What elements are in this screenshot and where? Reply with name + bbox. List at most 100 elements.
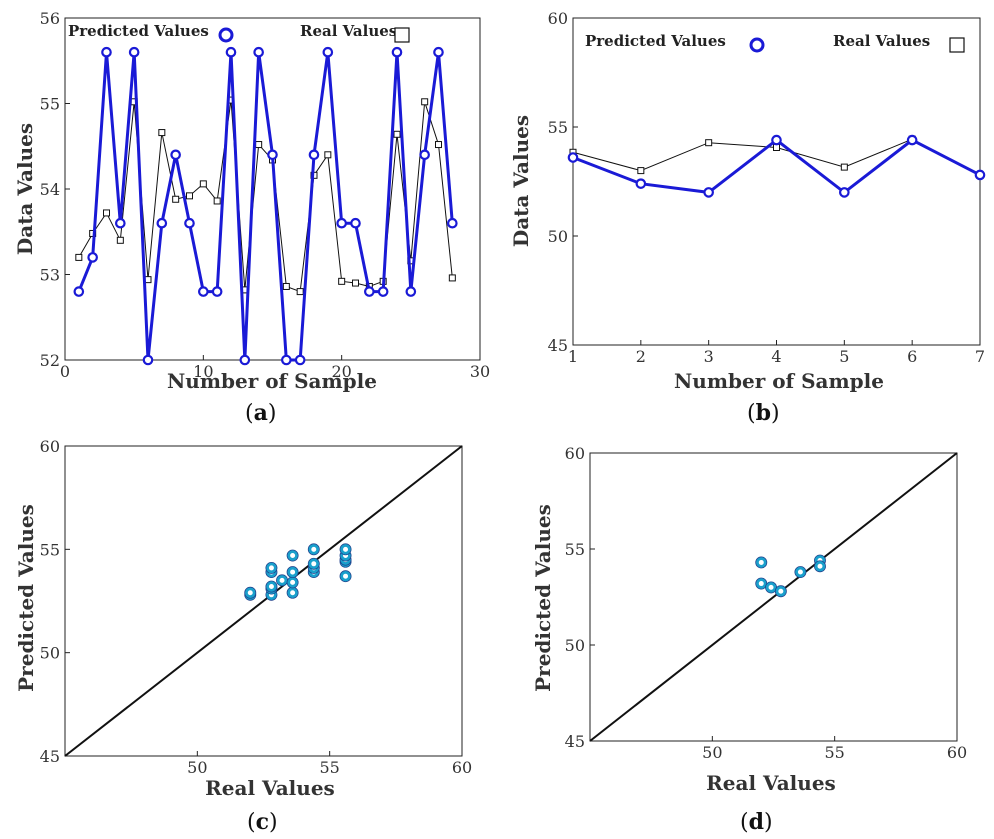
panel-b-x-tick-label: 7 xyxy=(975,347,985,366)
caption-close: ) xyxy=(268,401,277,426)
panel-d-caption: (d) xyxy=(740,809,773,835)
panel-c-scatter-point-outline xyxy=(339,570,352,583)
panel-a-legend-real-marker xyxy=(394,27,410,43)
panel-c-plot-frame xyxy=(64,445,463,757)
panel-d-scatter-point xyxy=(755,578,767,590)
panel-b-x-tick-label: 5 xyxy=(839,347,849,366)
panel-a-real-point xyxy=(282,282,290,290)
panel-b-real-point xyxy=(773,143,780,151)
panel-a-x-tick-label: 10 xyxy=(193,362,213,381)
panel-c-scatter-point xyxy=(287,576,299,588)
panel-c-scatter-point-outline xyxy=(265,580,278,593)
panel-a-real-point xyxy=(324,151,332,159)
panel-d-scatter-point-outline xyxy=(774,585,787,598)
panel-a-x-axis-title: Number of Sample xyxy=(167,369,377,393)
panel-a-predicted-point xyxy=(198,286,209,297)
panel-a-predicted-point xyxy=(101,46,112,58)
panel-c-y-tick-label: 55 xyxy=(40,540,60,559)
panel-b-x-axis-title: Number of Sample xyxy=(674,369,884,393)
panel-a-predicted-point xyxy=(447,217,458,229)
panel-a-predicted-point xyxy=(433,46,444,58)
panel-a-predicted-point xyxy=(350,217,361,229)
panel-a-legend-real-label: Real Values xyxy=(300,22,397,40)
panel-a-predicted-point xyxy=(115,217,126,229)
panel-c-scatter-point xyxy=(287,566,299,578)
panel-a-predicted-point xyxy=(142,354,154,366)
panel-b-series-group xyxy=(567,134,986,198)
panel-a-predicted-point xyxy=(281,354,292,366)
panel-c-scatter-point-outline xyxy=(265,561,278,574)
panel-c-y-tick-label: 60 xyxy=(40,437,60,456)
panel-a-predicted-point xyxy=(87,252,98,263)
panel-c-y-tick-label: 50 xyxy=(40,644,60,663)
panel-c-y-axis-title: Predicted Values xyxy=(14,504,38,692)
panel-a-predicted-point xyxy=(377,286,389,297)
panel-c-x-axis-title: Real Values xyxy=(205,776,335,800)
panel-a-real-point xyxy=(199,180,207,188)
panel-a-x-tick-label: 20 xyxy=(331,362,351,381)
panel-d-scatter-point xyxy=(794,566,806,578)
panel-c-x-tick-label: 50 xyxy=(187,758,207,777)
panel-a-predicted-point xyxy=(225,46,237,58)
panel-d-scatter-point-outline xyxy=(755,556,768,569)
panel-c-scatter-point-outline xyxy=(286,566,299,579)
panel-d-scatter-point xyxy=(775,585,787,597)
panel-d-y-tick-label: 50 xyxy=(565,636,585,655)
panel-a-x-tick-label: 0 xyxy=(60,362,70,381)
panel-c-scatter-point xyxy=(265,581,277,593)
caption-close: ) xyxy=(269,810,278,835)
panel-d-scatter-point xyxy=(755,556,767,568)
panel-b-predicted-point xyxy=(771,134,782,146)
panel-a-y-tick-label: 52 xyxy=(40,351,60,370)
panel-a-predicted-point xyxy=(391,46,403,58)
panel-c-scatter-point-outline xyxy=(307,543,320,556)
panel-d-y-tick-label: 45 xyxy=(565,732,585,751)
panel-a-predicted-point xyxy=(170,149,181,161)
panel-a-predicted-point xyxy=(267,149,278,161)
panel-a-legend-predicted-marker xyxy=(218,27,234,43)
panel-b-predicted-point xyxy=(974,169,986,181)
panel-a-real-point xyxy=(172,195,180,203)
panel-a-predicted-point xyxy=(156,217,168,229)
panel-b-x-tick-label: 1 xyxy=(568,347,578,366)
panel-a-y-axis-title: Data Values xyxy=(13,123,37,255)
panel-b-legend-predicted-marker xyxy=(749,37,765,53)
panel-c-scatter-point xyxy=(340,570,352,582)
panel-a-predicted-point xyxy=(184,217,195,229)
panel-b-x-tick-label: 2 xyxy=(636,347,646,366)
panel-b-legend-real-label: Real Values xyxy=(833,32,930,50)
panel-a-real-point xyxy=(352,279,359,287)
panel-a: 0 10 20 30 52 53 54 55 56 Number of Sample Data Va… xyxy=(13,9,490,426)
panel-c-scatter-point-outline xyxy=(307,557,320,570)
panel-b-legend-real-marker xyxy=(949,37,965,53)
panel-a-predicted-point xyxy=(253,46,264,58)
panel-a-predicted-point xyxy=(419,149,430,161)
panel-b-y-tick-label: 55 xyxy=(548,118,568,137)
panel-d-y-axis-title: Predicted Values xyxy=(531,504,555,692)
panel-a-y-tick-label: 53 xyxy=(40,266,60,285)
caption-open: ( xyxy=(245,401,254,426)
panel-a-series-line-predicted xyxy=(77,51,454,362)
panel-a-real-point xyxy=(103,209,110,217)
panel-a-real-point xyxy=(393,130,401,138)
panel-a-real-point xyxy=(448,274,456,282)
panel-b-predicted-point xyxy=(567,152,579,163)
panel-c-scatter-point xyxy=(308,558,320,570)
panel-c-caption: (c) xyxy=(247,809,278,835)
panel-d-plot-frame xyxy=(589,452,958,742)
panel-c-scatter-point xyxy=(265,562,277,574)
panel-a-predicted-point xyxy=(405,286,417,297)
panel-d-y-tick-label: 55 xyxy=(565,540,585,559)
panel-b-predicted-point xyxy=(906,134,918,146)
panel-b-x-tick-label: 3 xyxy=(704,347,714,366)
panel-d: 50 55 60 45 50 55 60 Real Values Predicted Value… xyxy=(531,444,967,835)
panel-d-scatter-point xyxy=(814,560,826,572)
caption-close: ) xyxy=(771,401,780,426)
caption-close: ) xyxy=(764,810,773,835)
panel-a-real-point xyxy=(435,141,442,149)
panel-a-real-point xyxy=(158,129,166,137)
panel-a-real-point xyxy=(255,141,263,149)
caption-letter: d xyxy=(749,809,764,835)
panel-c-scatter-point xyxy=(308,543,320,555)
